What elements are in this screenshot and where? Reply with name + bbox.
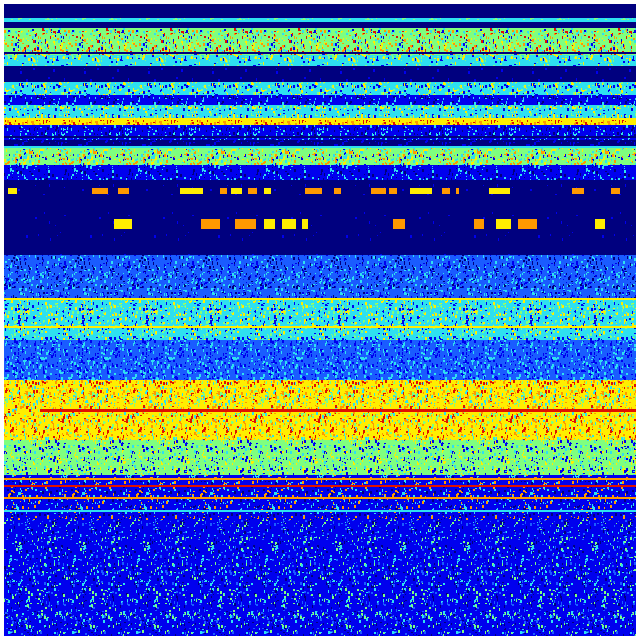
band-texture	[4, 105, 636, 118]
streak	[4, 66, 636, 68]
burst	[264, 219, 275, 229]
burst	[302, 219, 308, 229]
band-texture	[4, 55, 636, 68]
band-texture	[4, 520, 636, 636]
band-texture	[4, 82, 636, 95]
burst	[114, 219, 132, 229]
streak	[4, 136, 636, 138]
band-texture	[4, 255, 636, 300]
burst	[456, 188, 459, 194]
burst	[248, 188, 257, 194]
burst	[595, 219, 605, 229]
streak	[4, 510, 636, 512]
burst	[442, 188, 450, 194]
streak	[4, 497, 636, 499]
burst	[518, 219, 537, 229]
burst	[231, 188, 242, 194]
band	[4, 4, 636, 18]
band-texture	[4, 118, 636, 125]
burst	[201, 219, 220, 229]
streak	[4, 118, 636, 120]
burst	[8, 188, 17, 194]
streak	[4, 326, 636, 328]
burst	[474, 219, 484, 229]
band-texture	[4, 95, 636, 105]
burst	[282, 219, 296, 229]
burst	[496, 219, 511, 229]
band-texture	[4, 165, 636, 180]
burst	[180, 188, 203, 194]
band-texture	[4, 28, 636, 55]
burst	[118, 188, 129, 194]
streak	[4, 478, 636, 480]
burst	[410, 188, 432, 194]
streak	[4, 485, 636, 487]
burst	[92, 188, 108, 194]
band-texture	[4, 148, 636, 165]
band-texture	[4, 440, 636, 475]
burst	[220, 188, 227, 194]
band-texture	[4, 140, 636, 148]
band	[4, 22, 636, 28]
streak	[4, 20, 636, 22]
band-texture	[4, 300, 636, 340]
band-texture	[4, 68, 636, 82]
band-texture	[4, 340, 636, 380]
burst	[371, 188, 386, 194]
burst	[489, 188, 510, 194]
burst	[305, 188, 322, 194]
burst	[572, 188, 584, 194]
streak	[4, 298, 636, 300]
burst	[235, 219, 256, 229]
burst	[264, 188, 271, 194]
burst	[334, 188, 341, 194]
burst	[389, 188, 397, 194]
streak	[4, 52, 636, 54]
streak	[4, 146, 636, 148]
burst	[393, 219, 405, 229]
burst	[611, 188, 620, 194]
hot-line	[40, 409, 636, 412]
